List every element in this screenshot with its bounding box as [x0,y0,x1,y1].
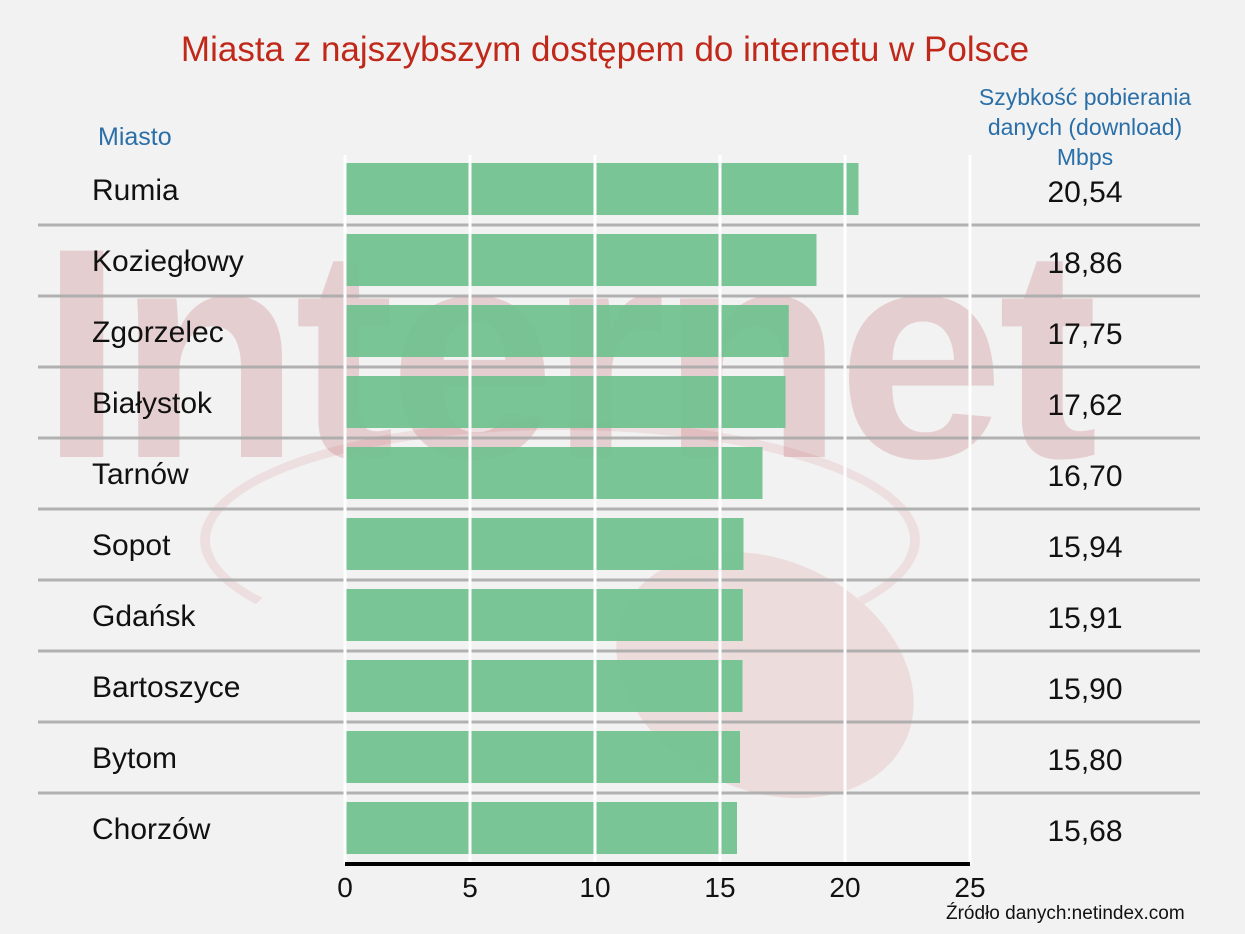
value-label: 17,75 [1047,318,1122,351]
x-tick-label: 0 [337,872,353,903]
bar [345,447,763,499]
category-header: Miasto [98,123,172,151]
value-header-line: danych (download) [987,114,1183,140]
category-label: Gdańsk [92,600,196,633]
x-tick-label: 10 [579,872,610,903]
category-label: Chorzów [92,813,211,846]
category-label: Zgorzelec [92,316,224,349]
category-label: Bytom [92,742,177,775]
value-label: 15,90 [1047,673,1122,706]
value-header-line: Szybkość pobierania [978,84,1192,110]
bar [345,731,740,783]
value-label: 17,62 [1047,389,1122,422]
chart-title: Miasta z najszybszym dostępem do interne… [180,30,1030,69]
bar [345,305,789,357]
value-label: 18,86 [1047,247,1122,280]
x-tick-label: 25 [954,872,985,903]
category-label: Koziegłowy [92,245,244,278]
bar [345,518,744,570]
category-label: Sopot [92,529,171,562]
bar [345,163,859,215]
x-tick-label: 15 [704,872,735,903]
value-header-line: Mbps [1056,144,1114,170]
category-label: Tarnów [92,458,189,491]
category-label: Bartoszyce [92,671,240,704]
value-label: 15,94 [1047,531,1122,564]
bar [345,589,743,641]
bar [345,660,743,712]
value-header: Szybkość pobierania danych (download) Mb… [955,82,1215,172]
value-label: 15,80 [1047,744,1122,777]
value-label: 20,54 [1047,176,1122,209]
category-label: Białystok [92,387,213,420]
x-tick-label: 20 [829,872,860,903]
x-tick-label: 5 [462,872,478,903]
category-label: Rumia [92,174,179,207]
source-note: Źródło danych:netindex.com [946,903,1185,924]
value-label: 15,68 [1047,815,1122,848]
bar [345,376,786,428]
value-label: 15,91 [1047,602,1122,635]
value-label: 16,70 [1047,460,1122,493]
bar [345,234,817,286]
bar [345,802,737,854]
